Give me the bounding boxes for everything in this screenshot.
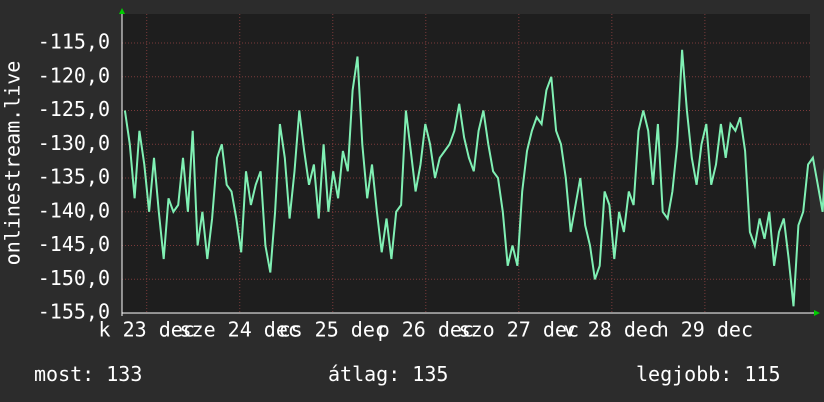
stats: most: 133 átlag: 135 legjobb: 115 [34,362,781,386]
y-tick-label: -150,0 [38,266,110,290]
stat-value: 135 [412,362,448,386]
x-tick-label: k 23 dec [99,318,195,342]
y-tick-label: -145,0 [38,232,110,256]
x-tick-label: v 28 dec [564,318,660,342]
x-tick-label: cs 25 dec [279,318,387,342]
y-tick-label: -125,0 [38,97,110,121]
x-tick-label: h 29 dec [657,318,753,342]
x-tick-label: szo 27 dec [459,318,579,342]
x-tick-label: sze 24 dec [180,318,300,342]
y-tick-label: -135,0 [38,165,110,189]
y-tick-label: -140,0 [38,198,110,222]
y-tick-label: -120,0 [38,63,110,87]
stat: átlag: 135 [328,362,448,386]
stat: most: 133 [34,362,142,386]
y-tick-label: -155,0 [38,300,110,324]
stat: legjobb: 115 [636,362,781,386]
y-arrow [119,8,125,14]
x-arrow [814,310,820,316]
plot-area [122,14,810,313]
y-axis-label: onlinestream.live [1,61,25,266]
data-line [123,49,824,307]
x-tick-label: p 26 dec [378,318,474,342]
stat-label: legjobb: [636,362,732,386]
stat-value: 133 [106,362,142,386]
stat-label: most: [34,362,94,386]
y-tick-label: -115,0 [38,30,110,54]
stat-value: 115 [744,362,780,386]
y-tick-label: -130,0 [38,131,110,155]
stat-label: átlag: [328,362,400,386]
